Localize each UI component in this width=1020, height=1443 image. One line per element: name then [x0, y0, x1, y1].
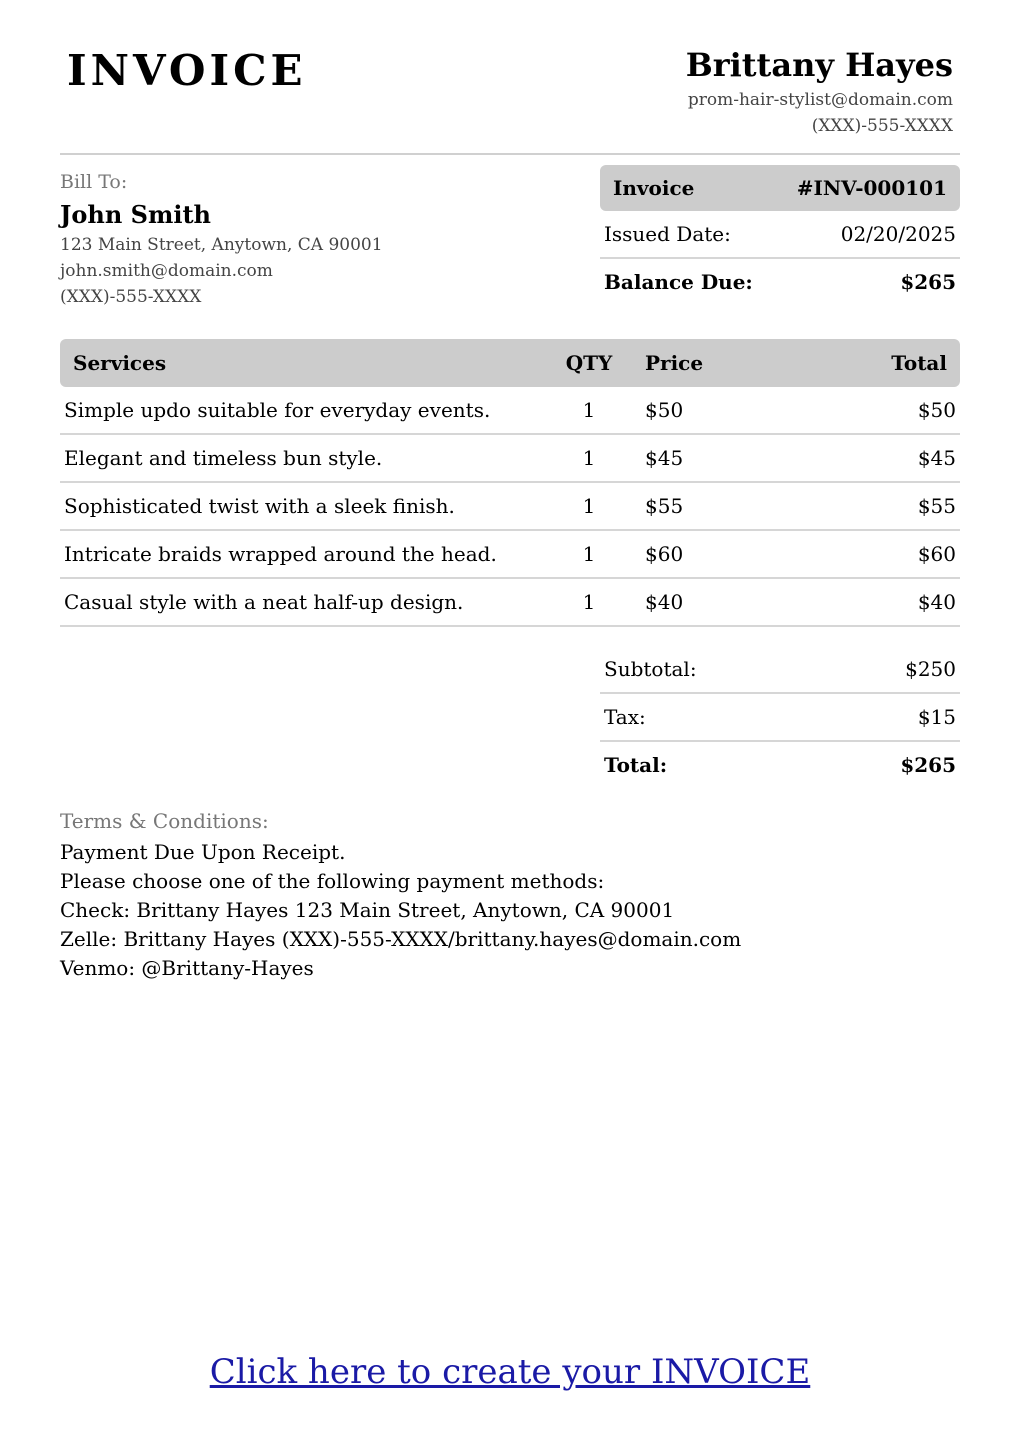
client-email: john.smith@domain.com [60, 261, 273, 281]
subtotal-value: $250 [905, 657, 956, 681]
service-total: $40 [796, 578, 960, 627]
services-table: Services QTY Price Total Simple updo sui… [60, 339, 960, 627]
service-qty: 1 [538, 530, 640, 579]
create-invoice-link[interactable]: Click here to create your INVOICE [209, 1352, 811, 1392]
service-price: $50 [640, 387, 796, 435]
invoice-label: Invoice [613, 176, 695, 200]
service-total: $45 [796, 434, 960, 483]
invoice-title: INVOICE [67, 46, 307, 95]
total-row: Total: $265 [600, 742, 960, 788]
service-price: $45 [640, 434, 796, 483]
service-qty: 1 [538, 434, 640, 483]
service-desc: Sophisticated twist with a sleek finish. [60, 482, 538, 531]
terms-line: Payment Due Upon Receipt. [60, 840, 346, 864]
balance-due-label: Balance Due: [604, 270, 753, 294]
col-services: Services [60, 339, 538, 387]
service-price: $40 [640, 578, 796, 627]
issued-date-label: Issued Date: [604, 222, 731, 246]
service-qty: 1 [538, 482, 640, 531]
table-row: Simple updo suitable for everyday events… [60, 387, 960, 435]
total-label: Total: [604, 753, 668, 777]
subtotal-label: Subtotal: [604, 657, 697, 681]
service-total: $50 [796, 387, 960, 435]
table-row: Elegant and timeless bun style. 1 $45 $45 [60, 434, 960, 483]
service-price: $60 [640, 530, 796, 579]
table-row: Sophisticated twist with a sleek finish.… [60, 482, 960, 531]
col-qty: QTY [538, 339, 640, 387]
table-row: Intricate braids wrapped around the head… [60, 530, 960, 579]
col-total: Total [796, 339, 960, 387]
terms-line: Zelle: Brittany Hayes (XXX)-555-XXXX/bri… [60, 927, 742, 951]
service-desc: Simple updo suitable for everyday events… [60, 387, 538, 435]
table-row: Casual style with a neat half-up design.… [60, 578, 960, 627]
terms-line: Please choose one of the following payme… [60, 869, 605, 893]
bill-to-label: Bill To: [60, 171, 128, 193]
balance-due-value: $265 [900, 270, 956, 294]
service-qty: 1 [538, 387, 640, 435]
total-value: $265 [900, 753, 956, 777]
service-qty: 1 [538, 578, 640, 627]
service-desc: Intricate braids wrapped around the head… [60, 530, 538, 579]
subtotal-row: Subtotal: $250 [600, 646, 960, 694]
issued-date-value: 02/20/2025 [840, 222, 956, 246]
service-price: $55 [640, 482, 796, 531]
invoice-number-header: Invoice #INV-000101 [600, 165, 960, 211]
service-desc: Elegant and timeless bun style. [60, 434, 538, 483]
tax-row: Tax: $15 [600, 694, 960, 742]
service-desc: Casual style with a neat half-up design. [60, 578, 538, 627]
business-phone: (XXX)-555-XXXX [811, 116, 953, 136]
issued-date-row: Issued Date: 02/20/2025 [600, 211, 960, 259]
client-name: John Smith [60, 200, 211, 229]
client-phone: (XXX)-555-XXXX [60, 287, 202, 307]
business-email: prom-hair-stylist@domain.com [687, 90, 953, 110]
business-name: Brittany Hayes [685, 46, 953, 84]
terms-section: Terms & Conditions: Payment Due Upon Rec… [60, 807, 741, 983]
terms-line: Check: Brittany Hayes 123 Main Street, A… [60, 898, 675, 922]
table-header: Services QTY Price Total [60, 339, 960, 387]
terms-line: Venmo: @Brittany-Hayes [60, 956, 314, 980]
invoice-number: #INV-000101 [796, 176, 947, 200]
tax-value: $15 [917, 705, 956, 729]
divider [60, 153, 960, 155]
service-total: $60 [796, 530, 960, 579]
terms-label: Terms & Conditions: [60, 809, 269, 833]
balance-due-row: Balance Due: $265 [600, 259, 960, 305]
service-total: $55 [796, 482, 960, 531]
col-price: Price [640, 339, 796, 387]
tax-label: Tax: [604, 705, 646, 729]
client-address: 123 Main Street, Anytown, CA 90001 [60, 235, 383, 255]
